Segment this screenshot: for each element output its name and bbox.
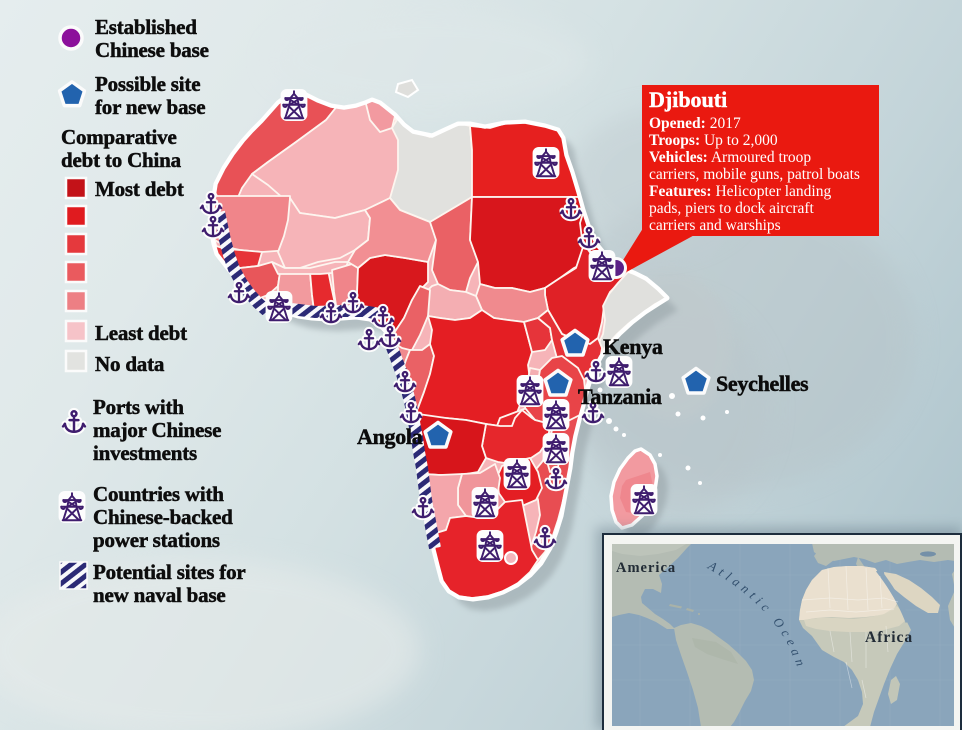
svg-text:America: America bbox=[616, 560, 676, 576]
svg-text:Africa: Africa bbox=[865, 629, 913, 646]
